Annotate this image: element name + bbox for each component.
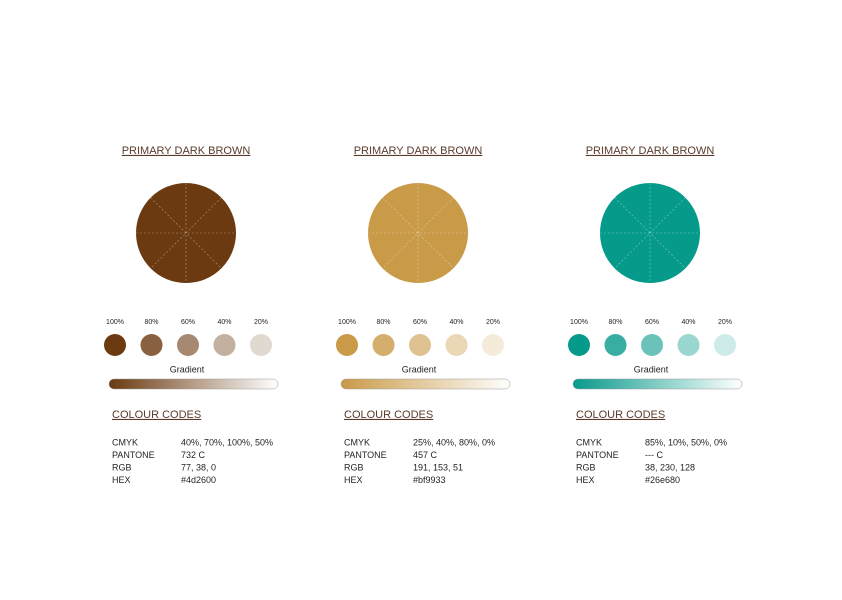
- code-label: HEX: [112, 475, 131, 485]
- swatch-title: PRIMARY DARK BROWN: [586, 145, 715, 157]
- guide-line: [150, 197, 222, 269]
- guide-line: [382, 197, 454, 269]
- code-value: 191, 153, 51: [413, 463, 463, 473]
- gradient-label: Gradient: [634, 364, 669, 374]
- code-label: RGB: [576, 463, 596, 473]
- tint-label: 40%: [681, 319, 695, 326]
- tint-label: 80%: [144, 319, 158, 326]
- tint-swatch: [372, 334, 395, 356]
- tint-label: 60%: [181, 319, 195, 326]
- tint-label: 20%: [718, 319, 732, 326]
- tint-label: 60%: [413, 319, 427, 326]
- code-label: PANTONE: [344, 450, 387, 460]
- tint-label: 40%: [217, 319, 231, 326]
- codes-heading: COLOUR CODES: [344, 409, 433, 421]
- guide-line: [614, 197, 686, 269]
- code-value: #4d2600: [181, 475, 216, 485]
- tint-label: 80%: [376, 319, 390, 326]
- tint-label: 100%: [106, 319, 124, 326]
- code-value: 457 C: [413, 450, 438, 460]
- code-label: RGB: [112, 463, 132, 473]
- tint-swatch: [445, 334, 468, 356]
- code-value: 77, 38, 0: [181, 463, 216, 473]
- tint-swatch: [140, 334, 163, 356]
- code-label: RGB: [344, 463, 364, 473]
- swatch-title: PRIMARY DARK BROWN: [354, 145, 483, 157]
- tint-swatch: [482, 334, 504, 356]
- gradient-bar: [108, 378, 279, 390]
- code-label: HEX: [344, 475, 363, 485]
- code-label: PANTONE: [576, 450, 619, 460]
- code-value: 38, 230, 128: [645, 463, 695, 473]
- gradient-bar: [572, 378, 743, 390]
- tint-swatch: [677, 334, 700, 356]
- tint-swatch: [177, 334, 199, 356]
- tint-swatch: [568, 334, 590, 356]
- guide-line: [150, 197, 222, 269]
- code-label: CMYK: [344, 437, 370, 447]
- gradient-label: Gradient: [402, 364, 437, 374]
- swatch-title: PRIMARY DARK BROWN: [122, 145, 251, 157]
- main-swatch: [368, 183, 468, 283]
- tint-label: 40%: [449, 319, 463, 326]
- codes-heading: COLOUR CODES: [576, 409, 665, 421]
- tint-swatch: [604, 334, 627, 356]
- codes-heading: COLOUR CODES: [112, 409, 201, 421]
- tint-label: 80%: [608, 319, 622, 326]
- tint-swatch: [336, 334, 358, 356]
- tint-label: 20%: [254, 319, 268, 326]
- main-swatch: [600, 183, 700, 283]
- tint-swatch: [213, 334, 236, 356]
- guide-line: [382, 197, 454, 269]
- code-label: CMYK: [112, 437, 138, 447]
- tint-swatch: [641, 334, 663, 356]
- tint-label: 60%: [645, 319, 659, 326]
- code-value: 25%, 40%, 80%, 0%: [413, 437, 495, 447]
- tint-swatch: [409, 334, 431, 356]
- tint-swatch: [714, 334, 736, 356]
- code-label: PANTONE: [112, 450, 155, 460]
- tint-swatch: [104, 334, 126, 356]
- tint-label: 100%: [570, 319, 588, 326]
- code-label: HEX: [576, 475, 595, 485]
- gradient-label: Gradient: [170, 364, 205, 374]
- code-value: 40%, 70%, 100%, 50%: [181, 437, 273, 447]
- gradient-bar: [340, 378, 511, 390]
- tint-label: 20%: [486, 319, 500, 326]
- code-value: --- C: [645, 450, 663, 460]
- code-value: 85%, 10%, 50%, 0%: [645, 437, 727, 447]
- tint-swatch: [250, 334, 272, 356]
- main-swatch: [136, 183, 236, 283]
- guide-line: [614, 197, 686, 269]
- tint-label: 100%: [338, 319, 356, 326]
- code-value: 732 C: [181, 450, 206, 460]
- code-value: #26e680: [645, 475, 680, 485]
- code-value: #bf9933: [413, 475, 446, 485]
- code-label: CMYK: [576, 437, 602, 447]
